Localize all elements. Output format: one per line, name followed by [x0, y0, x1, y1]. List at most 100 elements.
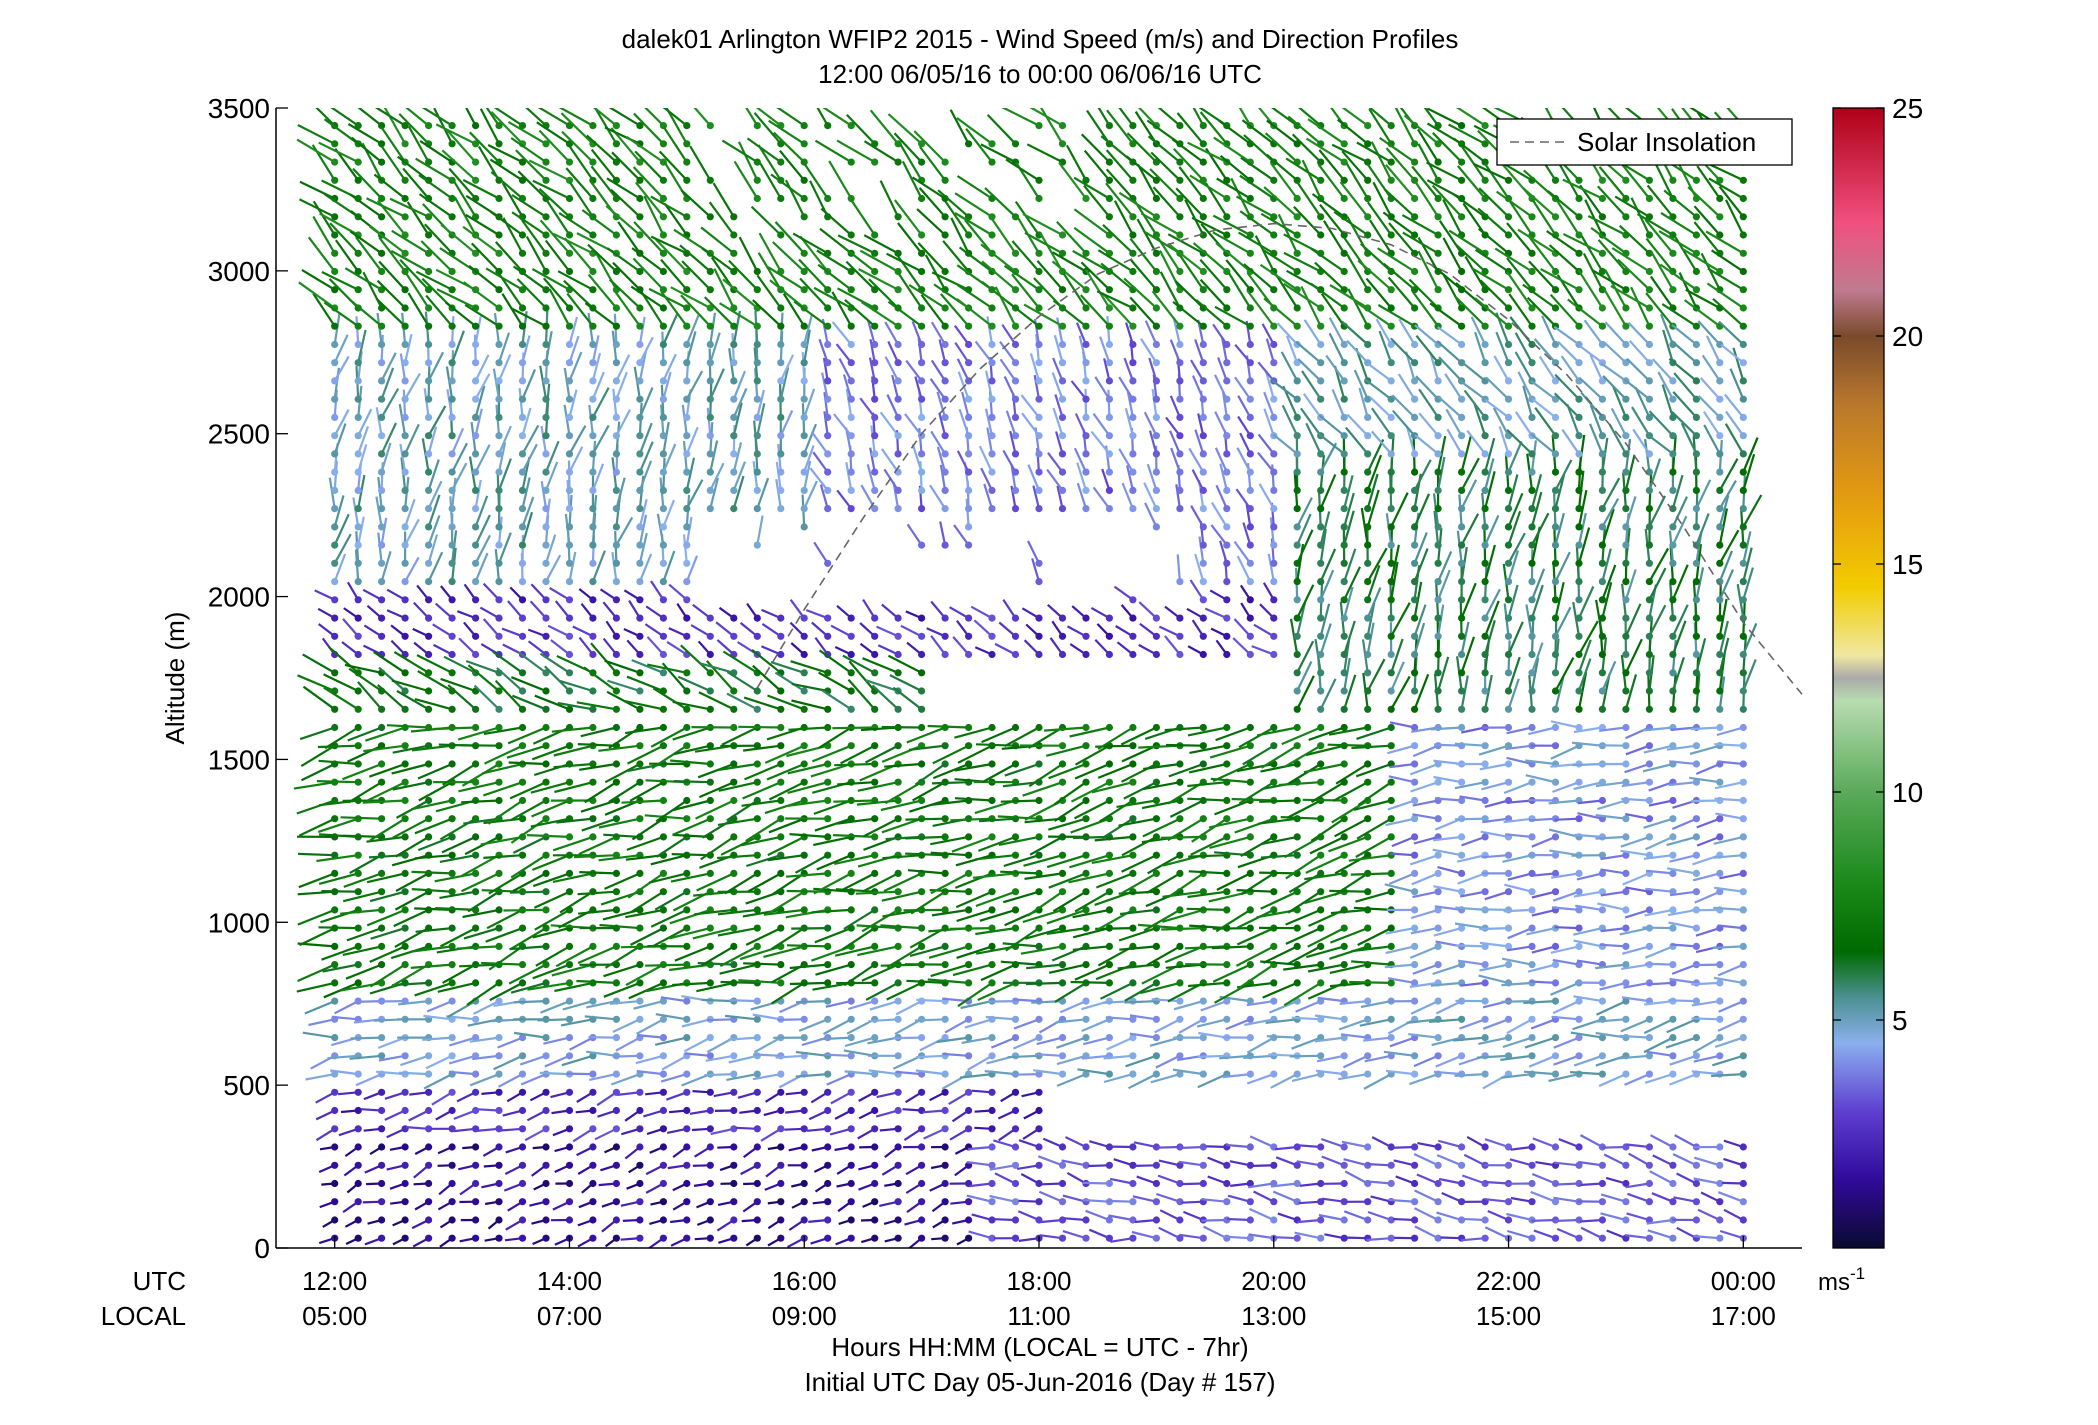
wind-barb: [435, 796, 480, 813]
wind-barb-dot: [589, 1234, 597, 1242]
wind-barb: [380, 145, 409, 184]
wind-barb-dot: [988, 1125, 996, 1133]
wind-barb-dot: [425, 833, 433, 841]
wind-barb: [354, 444, 368, 476]
wind-barb: [554, 1161, 574, 1174]
wind-barb-shaft: [355, 236, 383, 273]
wind-barb-dot: [659, 1088, 668, 1096]
wind-barb-dot: [871, 906, 879, 914]
wind-barb-dot: [495, 997, 503, 1005]
wind-barb-shaft: [368, 854, 406, 859]
wind-barb-dot: [448, 1088, 456, 1096]
wind-barb: [362, 1198, 386, 1206]
wind-barb-dot: [401, 1161, 409, 1169]
wind-barb-shaft: [464, 303, 500, 328]
wind-barb-dot: [495, 742, 503, 750]
wind-barb-dot: [918, 1234, 926, 1242]
wind-barb: [352, 167, 386, 203]
wind-barb-dot: [425, 486, 433, 494]
wind-barb-shaft: [393, 908, 430, 928]
wind-barb-dot: [354, 979, 362, 987]
wind-barb-dot: [518, 924, 527, 932]
wind-barb-dot: [612, 359, 621, 367]
wind-barb: [302, 1031, 339, 1042]
wind-barb-shaft: [525, 108, 547, 127]
wind-barb: [730, 402, 743, 440]
wind-barb-shaft: [591, 335, 600, 363]
wind-barb-shaft: [517, 651, 547, 674]
wind-barb-shaft: [779, 150, 806, 181]
wind-barb-shaft: [380, 126, 407, 163]
wind-barb: [737, 641, 761, 659]
wind-barb-dot: [472, 1161, 480, 1169]
wind-barb-shaft: [380, 422, 397, 455]
wind-barb-dot: [378, 158, 386, 166]
wind-barb-dot: [354, 523, 362, 531]
wind-barb-shaft: [532, 963, 570, 980]
wind-barb-shaft: [474, 479, 482, 509]
wind-barb: [342, 618, 362, 640]
wind-barb-dot: [401, 888, 409, 896]
wind-barb-dot: [425, 1106, 433, 1115]
wind-barb: [834, 1143, 855, 1152]
wind-barb: [479, 606, 503, 622]
wind-barb-shaft: [661, 662, 688, 692]
wind-barb-dot: [706, 1198, 714, 1206]
wind-barb: [493, 312, 503, 349]
wind-barb-dot: [401, 1088, 409, 1096]
wind-barb: [565, 425, 587, 458]
wind-barb-shaft: [366, 781, 406, 802]
wind-barb-shaft: [473, 684, 500, 711]
wind-barb-shaft: [881, 725, 922, 729]
wind-barb: [696, 869, 738, 892]
wind-barb-dot: [824, 632, 832, 640]
wind-barb: [363, 742, 409, 753]
wind-barb-shaft: [410, 963, 453, 969]
wind-barb-shaft: [350, 136, 383, 163]
wind-barb-shaft: [869, 109, 899, 145]
wind-barb-dot: [612, 432, 621, 440]
wind-barb: [318, 141, 362, 166]
wind-barb: [500, 1125, 527, 1133]
wind-barb-dot: [824, 1070, 832, 1078]
wind-barb-dot: [378, 468, 386, 476]
wind-barb-dot: [636, 486, 644, 494]
wind-barb: [401, 334, 413, 367]
wind-barb-dot: [753, 888, 761, 896]
wind-barb-dot: [894, 286, 902, 294]
wind-barb: [535, 942, 574, 967]
wind-barb: [908, 742, 949, 751]
wind-barb-dot: [753, 1088, 761, 1096]
wind-barb-shaft: [630, 890, 664, 914]
wind-barb-dot: [683, 559, 691, 567]
wind-barb-shaft: [404, 498, 416, 528]
wind-barb-dot: [636, 523, 644, 531]
wind-barb: [787, 778, 832, 794]
wind-barb-dot: [636, 377, 644, 385]
wind-barb: [689, 145, 714, 184]
wind-barb-shaft: [532, 927, 570, 939]
wind-barb-dot: [824, 1143, 832, 1151]
wind-barb-dot: [565, 158, 574, 166]
wind-barb-dot: [354, 687, 362, 695]
wind-barb-shaft: [392, 817, 430, 839]
wind-barb-dot: [542, 559, 550, 567]
wind-barb-dot: [495, 1179, 503, 1188]
wind-barb-shaft: [464, 835, 500, 856]
wind-barb: [906, 1198, 926, 1213]
wind-barb-dot: [753, 705, 761, 713]
wind-barb-dot: [777, 1106, 785, 1115]
wind-barb: [539, 219, 574, 257]
wind-barb-dot: [518, 359, 527, 367]
wind-barb-dot: [331, 505, 339, 513]
wind-barb-dot: [331, 815, 339, 823]
wind-barb-dot: [659, 1052, 668, 1060]
wind-barb: [472, 408, 483, 440]
wind-barb-dot: [612, 888, 621, 896]
wind-barb-dot: [448, 924, 456, 932]
wind-barb-dot: [612, 559, 621, 567]
wind-barb: [716, 639, 738, 659]
wind-barb-shaft: [717, 817, 758, 826]
wind-barb-shaft: [671, 853, 711, 857]
wind-barb-dot: [800, 450, 808, 458]
